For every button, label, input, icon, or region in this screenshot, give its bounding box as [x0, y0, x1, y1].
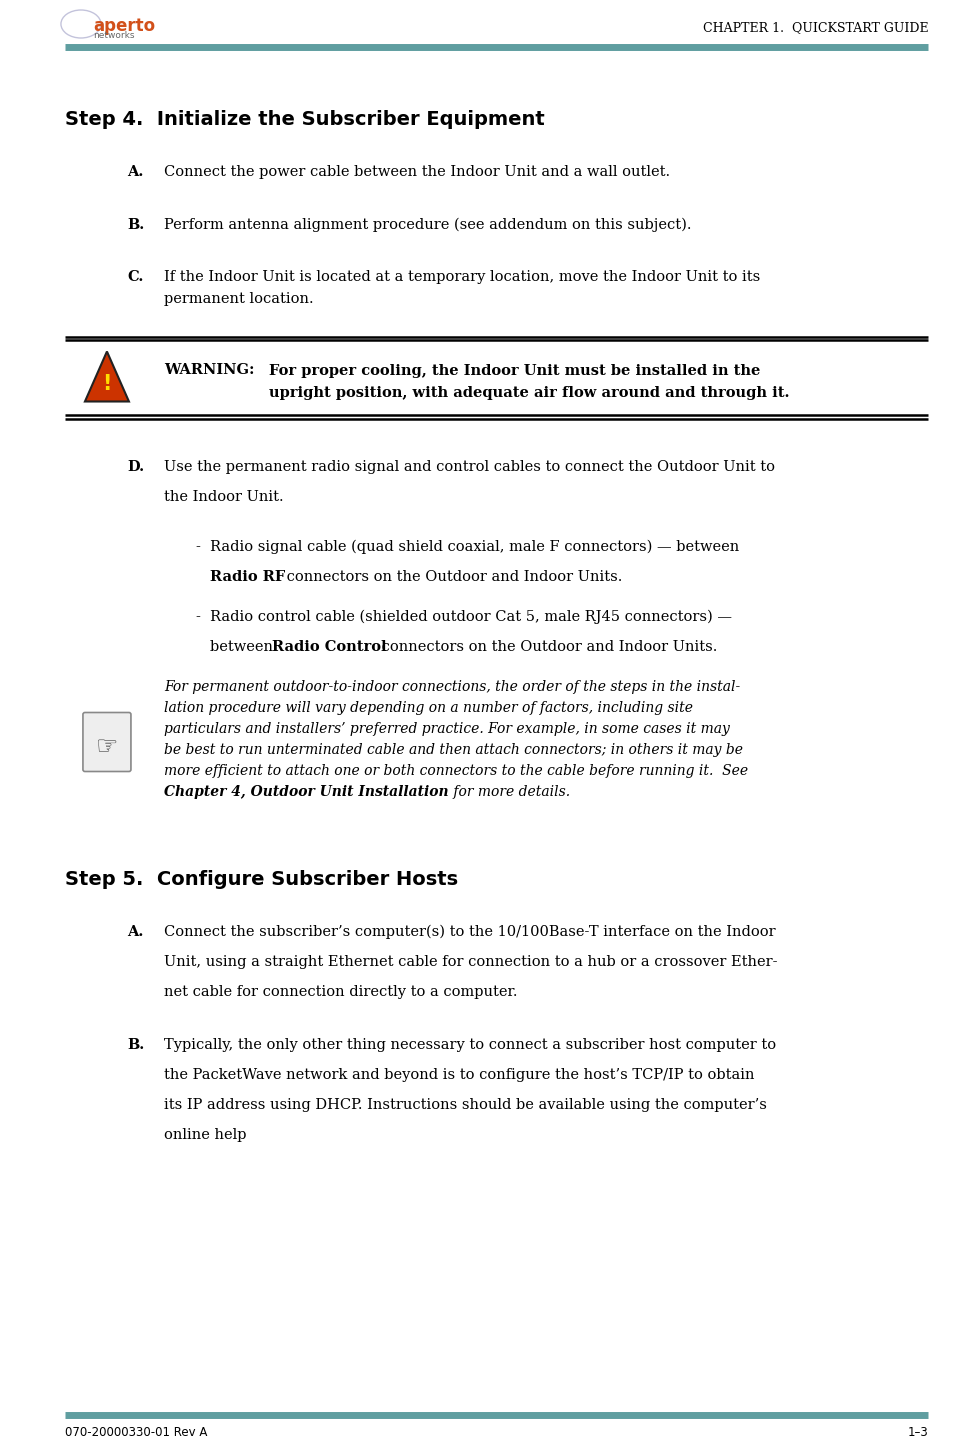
Text: Chapter 4, Outdoor Unit Installation: Chapter 4, Outdoor Unit Installation: [164, 786, 449, 799]
Text: !: !: [102, 374, 112, 394]
Text: connectors on the Outdoor and Indoor Units.: connectors on the Outdoor and Indoor Uni…: [282, 570, 622, 583]
Text: Unit, using a straight Ethernet cable for connection to a hub or a crossover Eth: Unit, using a straight Ethernet cable fo…: [164, 954, 777, 969]
Text: net cable for connection directly to a computer.: net cable for connection directly to a c…: [164, 985, 518, 999]
Text: lation procedure will vary depending on a number of factors, including site: lation procedure will vary depending on …: [164, 700, 693, 715]
Text: Step 5.  Configure Subscriber Hosts: Step 5. Configure Subscriber Hosts: [65, 869, 458, 890]
Text: 1–3: 1–3: [907, 1427, 928, 1440]
Text: 070-20000330-01 Rev A: 070-20000330-01 Rev A: [65, 1427, 207, 1440]
Text: Typically, the only other thing necessary to connect a subscriber host computer : Typically, the only other thing necessar…: [164, 1038, 776, 1053]
FancyBboxPatch shape: [83, 712, 131, 771]
Text: the Indoor Unit.: the Indoor Unit.: [164, 490, 284, 504]
Text: the PacketWave network and beyond is to configure the host’s TCP/IP to obtain: the PacketWave network and beyond is to …: [164, 1069, 754, 1082]
Text: CHAPTER 1.  QUICKSTART GUIDE: CHAPTER 1. QUICKSTART GUIDE: [703, 22, 928, 35]
Text: for more details.: for more details.: [449, 786, 570, 799]
Text: connectors on the Outdoor and Indoor Units.: connectors on the Outdoor and Indoor Uni…: [377, 640, 717, 654]
Text: aperto: aperto: [93, 17, 155, 35]
Text: Step 4.  Initialize the Subscriber Equipment: Step 4. Initialize the Subscriber Equipm…: [65, 110, 544, 129]
Text: A.: A.: [127, 926, 143, 939]
Text: For permanent outdoor-to-indoor connections, the order of the steps in the insta: For permanent outdoor-to-indoor connecti…: [164, 680, 740, 695]
Text: Connect the subscriber’s computer(s) to the 10/100Base-T interface on the Indoor: Connect the subscriber’s computer(s) to …: [164, 926, 775, 940]
Text: For proper cooling, the Indoor Unit must be installed in the: For proper cooling, the Indoor Unit must…: [269, 364, 760, 377]
Text: Use the permanent radio signal and control cables to connect the Outdoor Unit to: Use the permanent radio signal and contr…: [164, 461, 775, 474]
Text: Perform antenna alignment procedure (see addendum on this subject).: Perform antenna alignment procedure (see…: [164, 218, 691, 232]
Text: D.: D.: [127, 461, 144, 474]
Text: -  Radio control cable (shielded outdoor Cat 5, male RJ45 connectors) —: - Radio control cable (shielded outdoor …: [196, 609, 732, 624]
Text: online help: online help: [164, 1128, 246, 1142]
Text: A.: A.: [127, 165, 143, 179]
Text: Radio Control: Radio Control: [272, 640, 387, 654]
Text: upright position, with adequate air flow around and through it.: upright position, with adequate air flow…: [269, 386, 790, 400]
Text: If the Indoor Unit is located at a temporary location, move the Indoor Unit to i: If the Indoor Unit is located at a tempo…: [164, 270, 760, 284]
Text: Connect the power cable between the Indoor Unit and a wall outlet.: Connect the power cable between the Indo…: [164, 165, 670, 179]
Text: its IP address using DHCP. Instructions should be available using the computer’s: its IP address using DHCP. Instructions …: [164, 1097, 767, 1112]
Polygon shape: [85, 351, 129, 401]
Text: WARNING:: WARNING:: [164, 364, 255, 377]
Text: B.: B.: [127, 218, 144, 232]
Text: Radio RF: Radio RF: [210, 570, 285, 583]
Text: be best to run unterminated cable and then attach connectors; in others it may b: be best to run unterminated cable and th…: [164, 744, 743, 757]
Text: -  Radio signal cable (quad shield coaxial, male F connectors) — between: - Radio signal cable (quad shield coaxia…: [196, 540, 739, 554]
Text: networks: networks: [93, 30, 135, 40]
Text: more efficient to attach one or both connectors to the cable before running it. : more efficient to attach one or both con…: [164, 764, 749, 778]
Text: B.: B.: [127, 1038, 144, 1053]
Text: ☞: ☞: [96, 735, 118, 760]
Text: permanent location.: permanent location.: [164, 292, 314, 306]
Text: between: between: [210, 640, 277, 654]
Text: particulars and installers’ preferred practice. For example, in some cases it ma: particulars and installers’ preferred pr…: [164, 722, 731, 736]
Text: C.: C.: [127, 270, 143, 284]
